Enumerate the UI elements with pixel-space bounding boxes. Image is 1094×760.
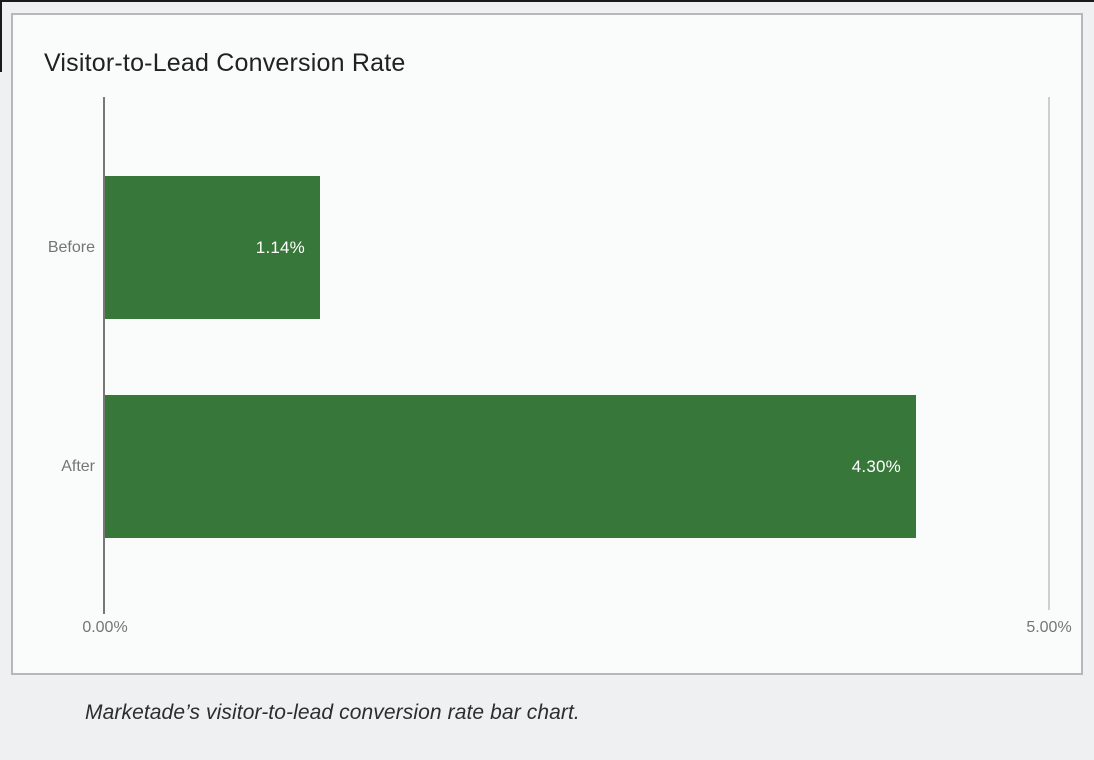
chart-card: Visitor-to-Lead Conversion Rate Before A…: [11, 13, 1083, 675]
y-axis-baseline: [103, 97, 105, 614]
x-tick-label-min: 0.00%: [82, 619, 128, 636]
chart-title: Visitor-to-Lead Conversion Rate: [44, 49, 406, 77]
category-label-before: Before: [47, 239, 95, 256]
plot-area: 1.14% 4.30%: [105, 97, 1048, 614]
bar-before: 1.14%: [105, 176, 320, 319]
screenshot-edge-artifact-left: [0, 0, 2, 72]
gridline-5-percent: [1048, 97, 1050, 610]
bar-value-before: 1.14%: [255, 237, 305, 257]
chart-caption: Marketade’s visitor-to-lead conversion r…: [85, 701, 580, 724]
bar-after: 4.30%: [105, 395, 916, 538]
x-tick-label-max: 5.00%: [1026, 619, 1072, 636]
category-label-after: After: [61, 458, 95, 475]
bar-value-after: 4.30%: [851, 456, 901, 476]
screenshot-edge-artifact-top: [0, 0, 1094, 2]
